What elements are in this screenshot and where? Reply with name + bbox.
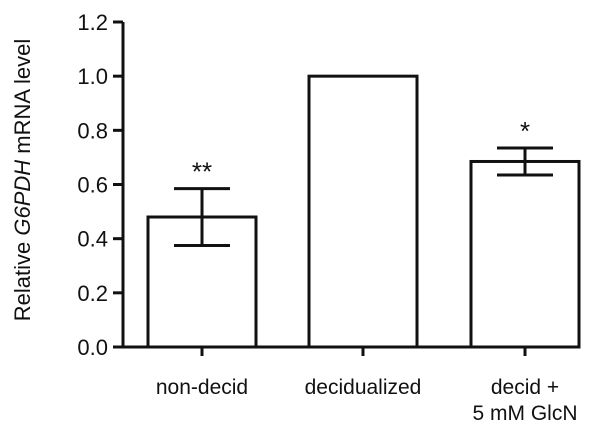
bar <box>307 74 419 349</box>
significance-mark: * <box>520 116 530 146</box>
bar <box>469 159 581 349</box>
y-axis-label: Relative G6PDH mRNA level <box>10 39 35 321</box>
significance-mark: ** <box>192 157 212 187</box>
x-tick-label-line: non-decid <box>156 376 248 399</box>
y-tick-label: 0.6 <box>77 173 108 198</box>
y-axis-label-suffix: mRNA level <box>10 39 35 160</box>
x-tick-label-line: 5 mM GlcN <box>473 402 578 425</box>
x-tick-label-line: decidualized <box>305 376 422 399</box>
x-tick-label: decid + 5 mM GlcN <box>473 376 578 425</box>
x-tick-label: decidualized <box>305 376 422 399</box>
y-tick-label: 0.0 <box>77 335 108 360</box>
y-tick-label: 1.2 <box>77 10 108 35</box>
y-tick-label: 1.0 <box>77 64 108 89</box>
y-tick-label: 0.8 <box>77 118 108 143</box>
x-tick-label: non-decid <box>156 376 248 399</box>
y-axis-label-prefix: Relative <box>10 236 35 322</box>
y-tick-label: 0.4 <box>77 227 108 252</box>
y-axis-label-gene: G6PDH <box>10 160 35 236</box>
x-tick-label-line: decid + <box>491 376 559 399</box>
y-tick-label: 0.2 <box>77 281 108 306</box>
